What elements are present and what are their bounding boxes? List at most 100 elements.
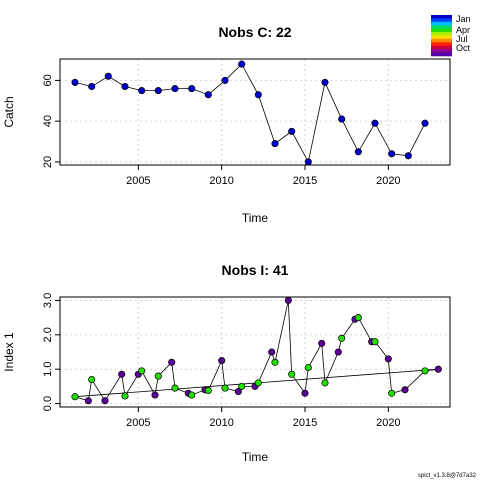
legend-gradient-segment (431, 25, 452, 29)
index-data-point (421, 367, 429, 375)
catch-data-point (221, 76, 229, 84)
catch-y-axis: 20 40 60 (42, 74, 60, 168)
catch-data-point (204, 91, 212, 99)
catch-y-label: Catch (2, 96, 16, 127)
index-data-point (204, 386, 212, 395)
index-data-point (218, 357, 226, 365)
index-data-point (304, 363, 312, 372)
month-color-legend: Jan Apr Jul Oct (431, 14, 471, 57)
catch-data-point (271, 140, 279, 148)
index-y-tick-label: 1.0 (42, 362, 54, 377)
catch-data-point (88, 82, 96, 91)
index-data-point (234, 387, 242, 396)
catch-data-point (154, 87, 162, 95)
catch-plot-frame (59, 58, 451, 166)
month-gradient-bar (431, 15, 452, 57)
index-series (71, 296, 442, 405)
index-y-label: Index 1 (2, 332, 16, 372)
catch-data-point (421, 119, 429, 127)
index-data-point (388, 389, 396, 397)
index-x-tick-label: 2020 (376, 417, 400, 429)
index-data-point (338, 334, 346, 342)
legend-label-apr: Apr (456, 25, 470, 35)
index-data-point (121, 392, 129, 400)
index-x-tick-label: 2010 (209, 417, 233, 429)
catch-data-point (188, 85, 196, 93)
catch-data-point (338, 115, 346, 123)
index-data-point (284, 296, 292, 304)
index-data-point (321, 379, 329, 387)
index-data-point (318, 339, 326, 347)
catch-series-line (74, 63, 426, 164)
index-data-point (151, 391, 159, 399)
index-data-point (88, 375, 96, 384)
catch-data-point (388, 150, 396, 158)
catch-data-point (238, 60, 246, 68)
index-data-point (354, 314, 362, 322)
catch-x-tick-label: 2010 (209, 175, 233, 187)
index-data-point (288, 370, 296, 378)
catch-data-point (288, 127, 296, 135)
catch-x-tick-label: 2015 (293, 175, 317, 187)
catch-data-point (171, 85, 179, 93)
catch-data-point (321, 78, 329, 86)
legend-gradient-segment (431, 21, 452, 26)
index-grid (60, 297, 450, 407)
catch-grid (60, 59, 450, 165)
index-data-point (268, 348, 276, 356)
index-data-point (171, 384, 179, 392)
catch-x-tick-label: 2020 (376, 175, 400, 187)
index-panel: Nobs I: 41 2005 2010 2015 2020 0.0 1.0 2.0 3.0… (2, 262, 451, 464)
index-data-point (334, 348, 342, 356)
index-data-point (301, 389, 309, 397)
index-data-point (434, 365, 442, 373)
index-data-point (168, 358, 176, 366)
catch-y-tick-label: 40 (42, 115, 54, 127)
index-data-point (254, 379, 262, 387)
index-data-point (384, 355, 392, 363)
index-x-tick-label: 2015 (293, 417, 317, 429)
index-data-point (118, 370, 126, 378)
index-data-point (271, 358, 279, 366)
index-x-label: Time (242, 450, 269, 464)
legend-gradient-segment (431, 35, 452, 40)
legend-label-jul: Jul (456, 34, 468, 44)
index-data-point (238, 382, 246, 390)
index-y-tick-label: 0.0 (42, 396, 54, 411)
index-data-point (101, 397, 109, 405)
catch-y-tick-label: 20 (42, 156, 54, 168)
catch-chart-title: Nobs C: 22 (218, 24, 291, 40)
index-data-point (221, 384, 229, 392)
index-data-point (188, 391, 196, 399)
catch-data-point (404, 152, 412, 160)
legend-gradient-segment (431, 28, 452, 33)
index-data-point (138, 367, 146, 375)
legend-label-jan: Jan (456, 14, 471, 24)
catch-data-point (254, 91, 262, 99)
legend-gradient-segment (431, 15, 452, 19)
legend-gradient-segment (431, 18, 452, 23)
legend-label-oct: Oct (456, 43, 471, 53)
index-y-tick-label: 3.0 (42, 293, 54, 308)
catch-data-point (71, 78, 79, 86)
catch-data-point (104, 72, 112, 80)
index-x-axis: 2005 2010 2015 2020 (126, 407, 401, 429)
index-x-tick-label: 2005 (126, 417, 150, 429)
index-data-point (71, 393, 79, 401)
catch-y-tick-label: 60 (42, 74, 54, 86)
catch-x-axis: 2005 2010 2015 2020 (126, 165, 401, 187)
legend-gradient-segment (431, 52, 452, 57)
legend-gradient-segment (431, 32, 452, 36)
legend-gradient-segment (431, 38, 452, 43)
catch-x-label: Time (242, 211, 269, 225)
catch-series (71, 60, 429, 166)
catch-data-point (304, 158, 312, 166)
index-chart-title: Nobs I: 41 (222, 262, 289, 278)
index-y-axis: 0.0 1.0 2.0 3.0 (42, 293, 60, 411)
legend-gradient-segment (431, 42, 452, 47)
catch-data-point (121, 82, 129, 91)
index-data-point (154, 372, 162, 380)
catch-data-point (138, 87, 146, 95)
